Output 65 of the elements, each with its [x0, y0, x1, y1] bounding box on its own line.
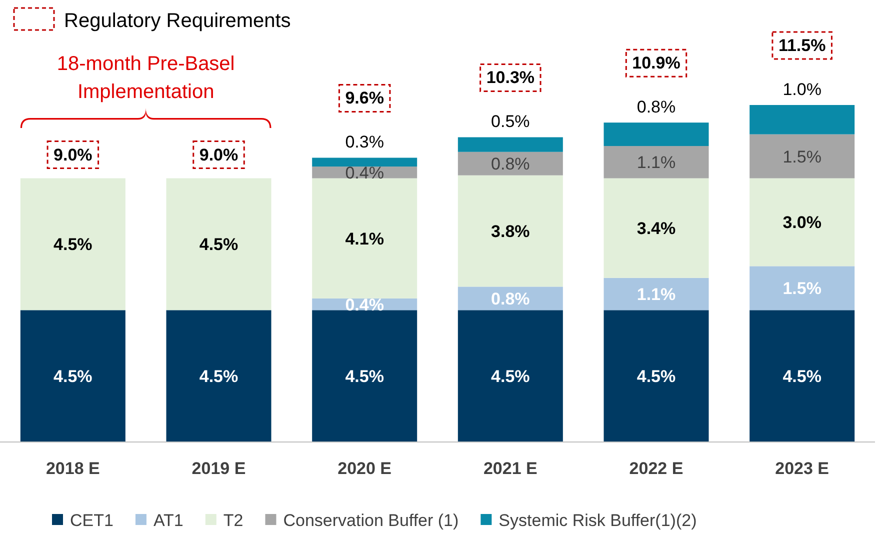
data-label: 4.5%	[345, 367, 384, 386]
bar	[20, 310, 126, 442]
total-label: 11.5%	[778, 36, 826, 55]
data-label: 0.8%	[491, 154, 530, 174]
data-label: 1.0%	[782, 80, 822, 99]
data-label: 3.8%	[491, 222, 530, 242]
data-label: 3.0%	[782, 213, 822, 232]
data-label: 3.4%	[636, 219, 676, 238]
data-label: 4.5%	[54, 367, 92, 386]
legend-label: AT1	[153, 511, 184, 530]
total-label: 10.3%	[486, 68, 535, 88]
bar	[458, 310, 563, 442]
data-label: 1.5%	[782, 147, 822, 166]
data-label: 4.5%	[491, 367, 530, 386]
bar	[458, 175, 563, 287]
total-label: 10.9%	[632, 54, 680, 73]
data-label: 0.5%	[491, 112, 530, 132]
total-label: 9.0%	[199, 145, 238, 164]
data-label: 4.1%	[345, 229, 384, 248]
x-tick-label: 2022 E	[629, 459, 684, 478]
bar	[458, 286, 563, 310]
bar	[604, 310, 709, 442]
data-label: 0.4%	[345, 163, 384, 182]
bar	[458, 152, 563, 176]
text: Regulatory Requirements	[64, 10, 291, 32]
data-label: 1.1%	[636, 153, 676, 172]
bar	[604, 178, 709, 278]
legend-label: Systemic Risk Buffer(1)(2)	[498, 511, 697, 530]
total-label: 9.6%	[345, 88, 384, 108]
bar	[750, 134, 855, 178]
data-label: 4.5%	[199, 367, 238, 386]
bar	[604, 278, 709, 310]
data-label: 0.8%	[636, 98, 676, 117]
bar	[166, 310, 272, 442]
x-tick-label: 2021 E	[483, 459, 538, 478]
x-tick-label: 2023 E	[775, 459, 830, 478]
bar	[20, 178, 126, 310]
bar	[604, 146, 709, 178]
data-label: 0.4%	[345, 295, 384, 314]
text: 18-month Pre-Basel Implementation	[56, 53, 235, 103]
x-tick-label: 2019 E	[192, 459, 246, 478]
data-label: 0.8%	[491, 289, 530, 308]
legend-label: T2	[223, 511, 244, 530]
legend-label: CET1	[70, 511, 114, 530]
legend-label: Conservation Buffer (1)	[283, 511, 459, 530]
bar	[604, 122, 709, 146]
x-tick-label: 2020 E	[338, 459, 392, 478]
bar	[750, 105, 855, 134]
data-label: 1.1%	[636, 285, 676, 304]
bar	[312, 178, 418, 298]
data-label: 4.5%	[782, 367, 822, 386]
bar	[750, 266, 855, 310]
bar	[312, 158, 418, 167]
data-label: 1.5%	[782, 279, 822, 298]
data-label: 4.5%	[54, 235, 92, 254]
bar	[312, 310, 418, 442]
data-label: 4.5%	[636, 367, 676, 386]
bar	[458, 137, 563, 152]
bar	[166, 178, 272, 310]
total-label: 9.0%	[54, 145, 92, 164]
bar	[750, 178, 855, 266]
bar	[750, 310, 855, 442]
x-tick-label: 2018 E	[46, 459, 100, 478]
data-label: 0.3%	[345, 132, 384, 152]
data-label: 4.5%	[199, 235, 238, 254]
